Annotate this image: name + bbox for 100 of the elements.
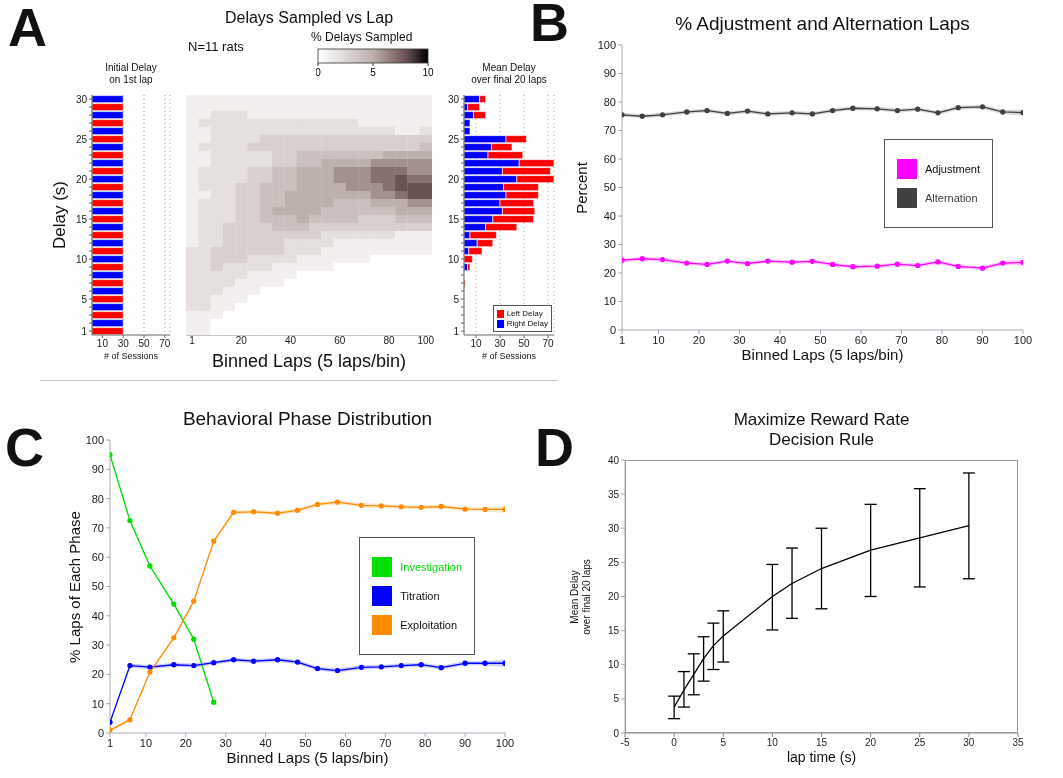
x-tick-label: 1 bbox=[189, 335, 196, 347]
y-tick-label: 25 bbox=[75, 133, 88, 145]
y-tick-label: 20 bbox=[607, 591, 620, 603]
x-tick-label: 10 bbox=[470, 338, 482, 350]
y-tick-label: 0 bbox=[613, 727, 620, 739]
x-tick-label: 0 bbox=[671, 737, 678, 749]
y-tick-label: 30 bbox=[91, 639, 104, 652]
chart-title: % Adjustment and Alternation Laps bbox=[674, 13, 971, 37]
x-tick-label: 10 bbox=[652, 333, 665, 346]
x-tick-label: 30 bbox=[494, 338, 506, 350]
x-tick-label: -5 bbox=[620, 737, 630, 749]
x-tick-label: 60 bbox=[854, 333, 868, 346]
y-tick-label: 90 bbox=[603, 67, 616, 80]
y-axis-title: Mean Delay over final 20 laps bbox=[568, 558, 592, 635]
chart-title: Maximize Reward Rate Decision Rule bbox=[732, 409, 911, 451]
color-bar-label: 10 bbox=[422, 67, 434, 78]
y-axis-title: Delay (s) bbox=[50, 180, 70, 250]
legend-label: Left Delay bbox=[506, 309, 543, 318]
x-tick-label: 40 bbox=[259, 736, 272, 749]
legend-label: Investigation bbox=[400, 560, 462, 573]
y-tick-label: 25 bbox=[447, 133, 460, 145]
x-axis-title: lap time (s) bbox=[785, 749, 858, 766]
y-tick-label: 25 bbox=[607, 556, 620, 568]
y-tick-label: 100 bbox=[597, 38, 616, 51]
x-tick-label: 100 bbox=[417, 335, 435, 347]
x-tick-label: 60 bbox=[334, 335, 346, 347]
x-tick-label: 40 bbox=[773, 333, 787, 346]
y-tick-label: 30 bbox=[447, 93, 460, 105]
y-tick-label: 20 bbox=[91, 668, 104, 681]
x-tick-label: 70 bbox=[159, 338, 171, 350]
legend-label: Adjustment bbox=[924, 163, 980, 176]
text: C bbox=[5, 417, 44, 477]
x-axis-title: # of Sessions bbox=[103, 351, 159, 362]
x-tick-label: 50 bbox=[518, 338, 530, 350]
y-tick-label: 60 bbox=[603, 152, 616, 165]
y-tick-label: 40 bbox=[91, 609, 104, 622]
color-bar-title: % Delays Sampled bbox=[311, 30, 413, 44]
y-axis-title: Percent bbox=[573, 161, 591, 214]
x-tick-label: 90 bbox=[976, 333, 989, 346]
y-tick-label: 50 bbox=[91, 580, 104, 593]
y-tick-label: 70 bbox=[603, 124, 616, 137]
x-tick-label: 30 bbox=[219, 736, 232, 749]
y-tick-label: 10 bbox=[91, 697, 104, 710]
y-tick-label: 80 bbox=[603, 95, 616, 108]
y-tick-label: 5 bbox=[453, 293, 460, 305]
x-tick-label: 10 bbox=[766, 737, 779, 749]
x-tick-label: 60 bbox=[339, 736, 352, 749]
y-tick-label: 10 bbox=[603, 295, 616, 308]
y-tick-label: 5 bbox=[613, 693, 620, 705]
x-tick-label: 80 bbox=[935, 333, 949, 346]
x-tick-label: 5 bbox=[720, 737, 727, 749]
x-tick-label: 70 bbox=[895, 333, 908, 346]
x-tick-label: 30 bbox=[733, 333, 746, 346]
y-tick-label: 35 bbox=[607, 488, 620, 500]
x-tick-label: 50 bbox=[814, 333, 827, 346]
x-axis-title: Binned Laps (5 laps/bin) bbox=[740, 346, 905, 364]
y-tick-label: 15 bbox=[75, 213, 88, 225]
y-tick-label: 40 bbox=[607, 454, 620, 466]
y-tick-label: 80 bbox=[91, 492, 104, 505]
x-tick-label: 70 bbox=[379, 736, 392, 749]
x-axis-title: # of Sessions bbox=[481, 351, 537, 362]
y-tick-label: 10 bbox=[75, 253, 88, 265]
x-tick-label: 100 bbox=[1013, 333, 1033, 346]
y-tick-label: 1 bbox=[453, 325, 460, 337]
y-tick-label: 100 bbox=[85, 433, 104, 446]
y-tick-label: 20 bbox=[603, 266, 616, 279]
x-tick-label: 20 bbox=[235, 335, 248, 347]
x-tick-label: 20 bbox=[179, 736, 192, 749]
x-tick-label: 35 bbox=[1012, 737, 1024, 749]
legend-label: Titration bbox=[400, 589, 440, 602]
x-tick-label: 30 bbox=[117, 338, 130, 350]
y-tick-label: 60 bbox=[91, 551, 104, 564]
text: Alternation bbox=[924, 192, 978, 205]
y-tick-label: 50 bbox=[603, 181, 616, 194]
y-tick-label: 30 bbox=[603, 238, 616, 251]
y-tick-label: 70 bbox=[91, 521, 104, 534]
y-tick-label: 0 bbox=[97, 726, 104, 739]
text: A bbox=[8, 0, 47, 57]
y-tick-label: 5 bbox=[81, 293, 88, 305]
color-bar-label: 0 bbox=[315, 67, 322, 78]
x-tick-label: 50 bbox=[138, 338, 150, 350]
legend-label: Exploitation bbox=[400, 618, 458, 631]
y-tick-label: 90 bbox=[91, 463, 104, 476]
x-tick-label: 80 bbox=[383, 335, 395, 347]
y-tick-label: 15 bbox=[607, 625, 620, 637]
text: D bbox=[535, 417, 574, 477]
x-tick-label: 50 bbox=[299, 736, 312, 749]
x-tick-label: 100 bbox=[495, 736, 515, 749]
y-tick-label: 0 bbox=[609, 323, 616, 336]
y-axis-title: % Laps of Each Phase bbox=[66, 510, 84, 663]
x-tick-label: 30 bbox=[963, 737, 975, 749]
text: B bbox=[530, 0, 569, 52]
y-tick-label: 20 bbox=[75, 173, 88, 185]
chart-title: Mean Delay over final 20 laps bbox=[471, 62, 547, 85]
x-axis-title: Binned Laps (5 laps/bin) bbox=[211, 351, 407, 371]
y-tick-label: 10 bbox=[447, 253, 460, 265]
x-tick-label: 15 bbox=[815, 737, 828, 749]
y-tick-label: 30 bbox=[75, 93, 88, 105]
x-tick-label: 25 bbox=[914, 737, 926, 749]
x-tick-label: 70 bbox=[542, 338, 554, 350]
